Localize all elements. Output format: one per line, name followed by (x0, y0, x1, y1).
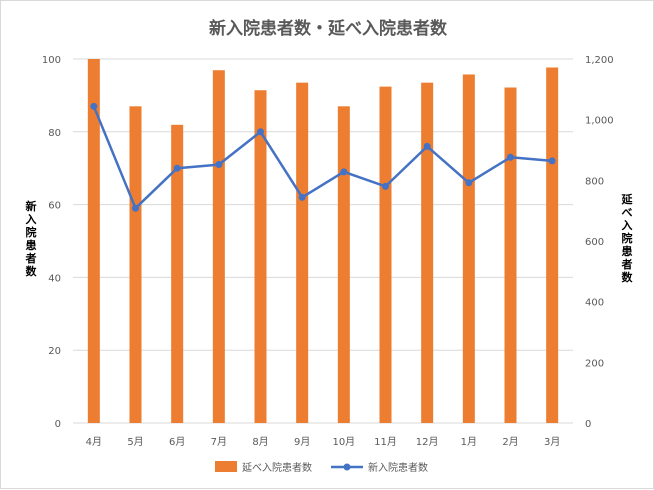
line-point (465, 179, 473, 187)
left-tick-label: 60 (48, 201, 61, 212)
right-tick-label: 600 (585, 237, 604, 248)
bar (462, 74, 475, 423)
legend-line-marker (343, 463, 351, 471)
right-axis-title: 延べ入院患者数 (621, 192, 634, 284)
bar (421, 82, 434, 423)
x-axis-ticks: 4月 5月 6月 7月 8月 9月 10月 11月 12月 1月 2月 3月 (86, 436, 561, 448)
right-tick-label: 1,200 (585, 55, 614, 66)
x-tick-label: 4月 (86, 436, 102, 448)
x-tick-label: 11月 (374, 436, 397, 448)
right-tick-label: 200 (585, 358, 604, 369)
line-point (257, 128, 264, 136)
x-tick-label: 8月 (252, 436, 268, 448)
left-tick-label: 100 (42, 55, 61, 66)
legend-label: 新入院患者数 (368, 461, 428, 474)
right-tick-label: 0 (585, 419, 591, 430)
line-point (132, 204, 139, 212)
left-tick-label: 80 (48, 128, 61, 139)
right-tick-label: 800 (585, 176, 604, 187)
legend: 延べ入院患者数 新入院患者数 (215, 461, 428, 474)
left-tick-label: 0 (55, 419, 61, 430)
x-tick-label: 12月 (416, 436, 439, 448)
line-series (90, 102, 556, 212)
line-point (90, 102, 98, 110)
line-point (382, 182, 389, 190)
bar (296, 82, 309, 423)
x-tick-label: 9月 (294, 436, 310, 448)
left-tick-label: 40 (48, 273, 61, 284)
x-tick-label: 3月 (544, 436, 560, 448)
bar (254, 90, 267, 423)
line-point (173, 164, 181, 172)
x-tick-label: 10月 (332, 436, 355, 448)
bar (379, 86, 392, 423)
left-axis-title: 新入院患者数 (25, 199, 38, 278)
line-point (423, 142, 431, 150)
x-tick-label: 5月 (127, 436, 143, 448)
legend-bar-swatch (215, 461, 237, 472)
bar (129, 106, 142, 423)
bar (337, 106, 350, 423)
series-line (92, 105, 553, 210)
left-axis-ticks: 0 20 40 60 80 100 (42, 55, 61, 430)
line-point (215, 161, 223, 169)
right-axis-ticks: 0 200 400 600 800 1,000 1,200 (585, 55, 614, 430)
bar (171, 124, 184, 423)
x-tick-label: 6月 (169, 436, 185, 448)
x-tick-label: 7月 (211, 436, 227, 448)
legend-label: 延べ入院患者数 (242, 461, 312, 474)
right-tick-label: 400 (585, 298, 604, 309)
line-point (548, 157, 556, 165)
bar (504, 87, 517, 423)
bar (212, 70, 225, 424)
right-tick-label: 1,000 (585, 116, 614, 127)
bar (546, 67, 559, 423)
gridlines (73, 58, 573, 424)
left-tick-label: 20 (48, 346, 61, 357)
x-tick-label: 2月 (502, 436, 518, 448)
chart-title: 新入院患者数・延べ入院患者数 (209, 18, 448, 39)
bar-series (87, 59, 559, 424)
axis-title-text: 新入院患者数 (25, 199, 38, 278)
line-point (507, 153, 514, 161)
bar (87, 59, 100, 423)
axis-title-text: 延べ入院患者数 (621, 192, 634, 284)
line-point (298, 193, 306, 201)
line-point (340, 168, 348, 176)
x-tick-label: 1月 (461, 436, 477, 448)
